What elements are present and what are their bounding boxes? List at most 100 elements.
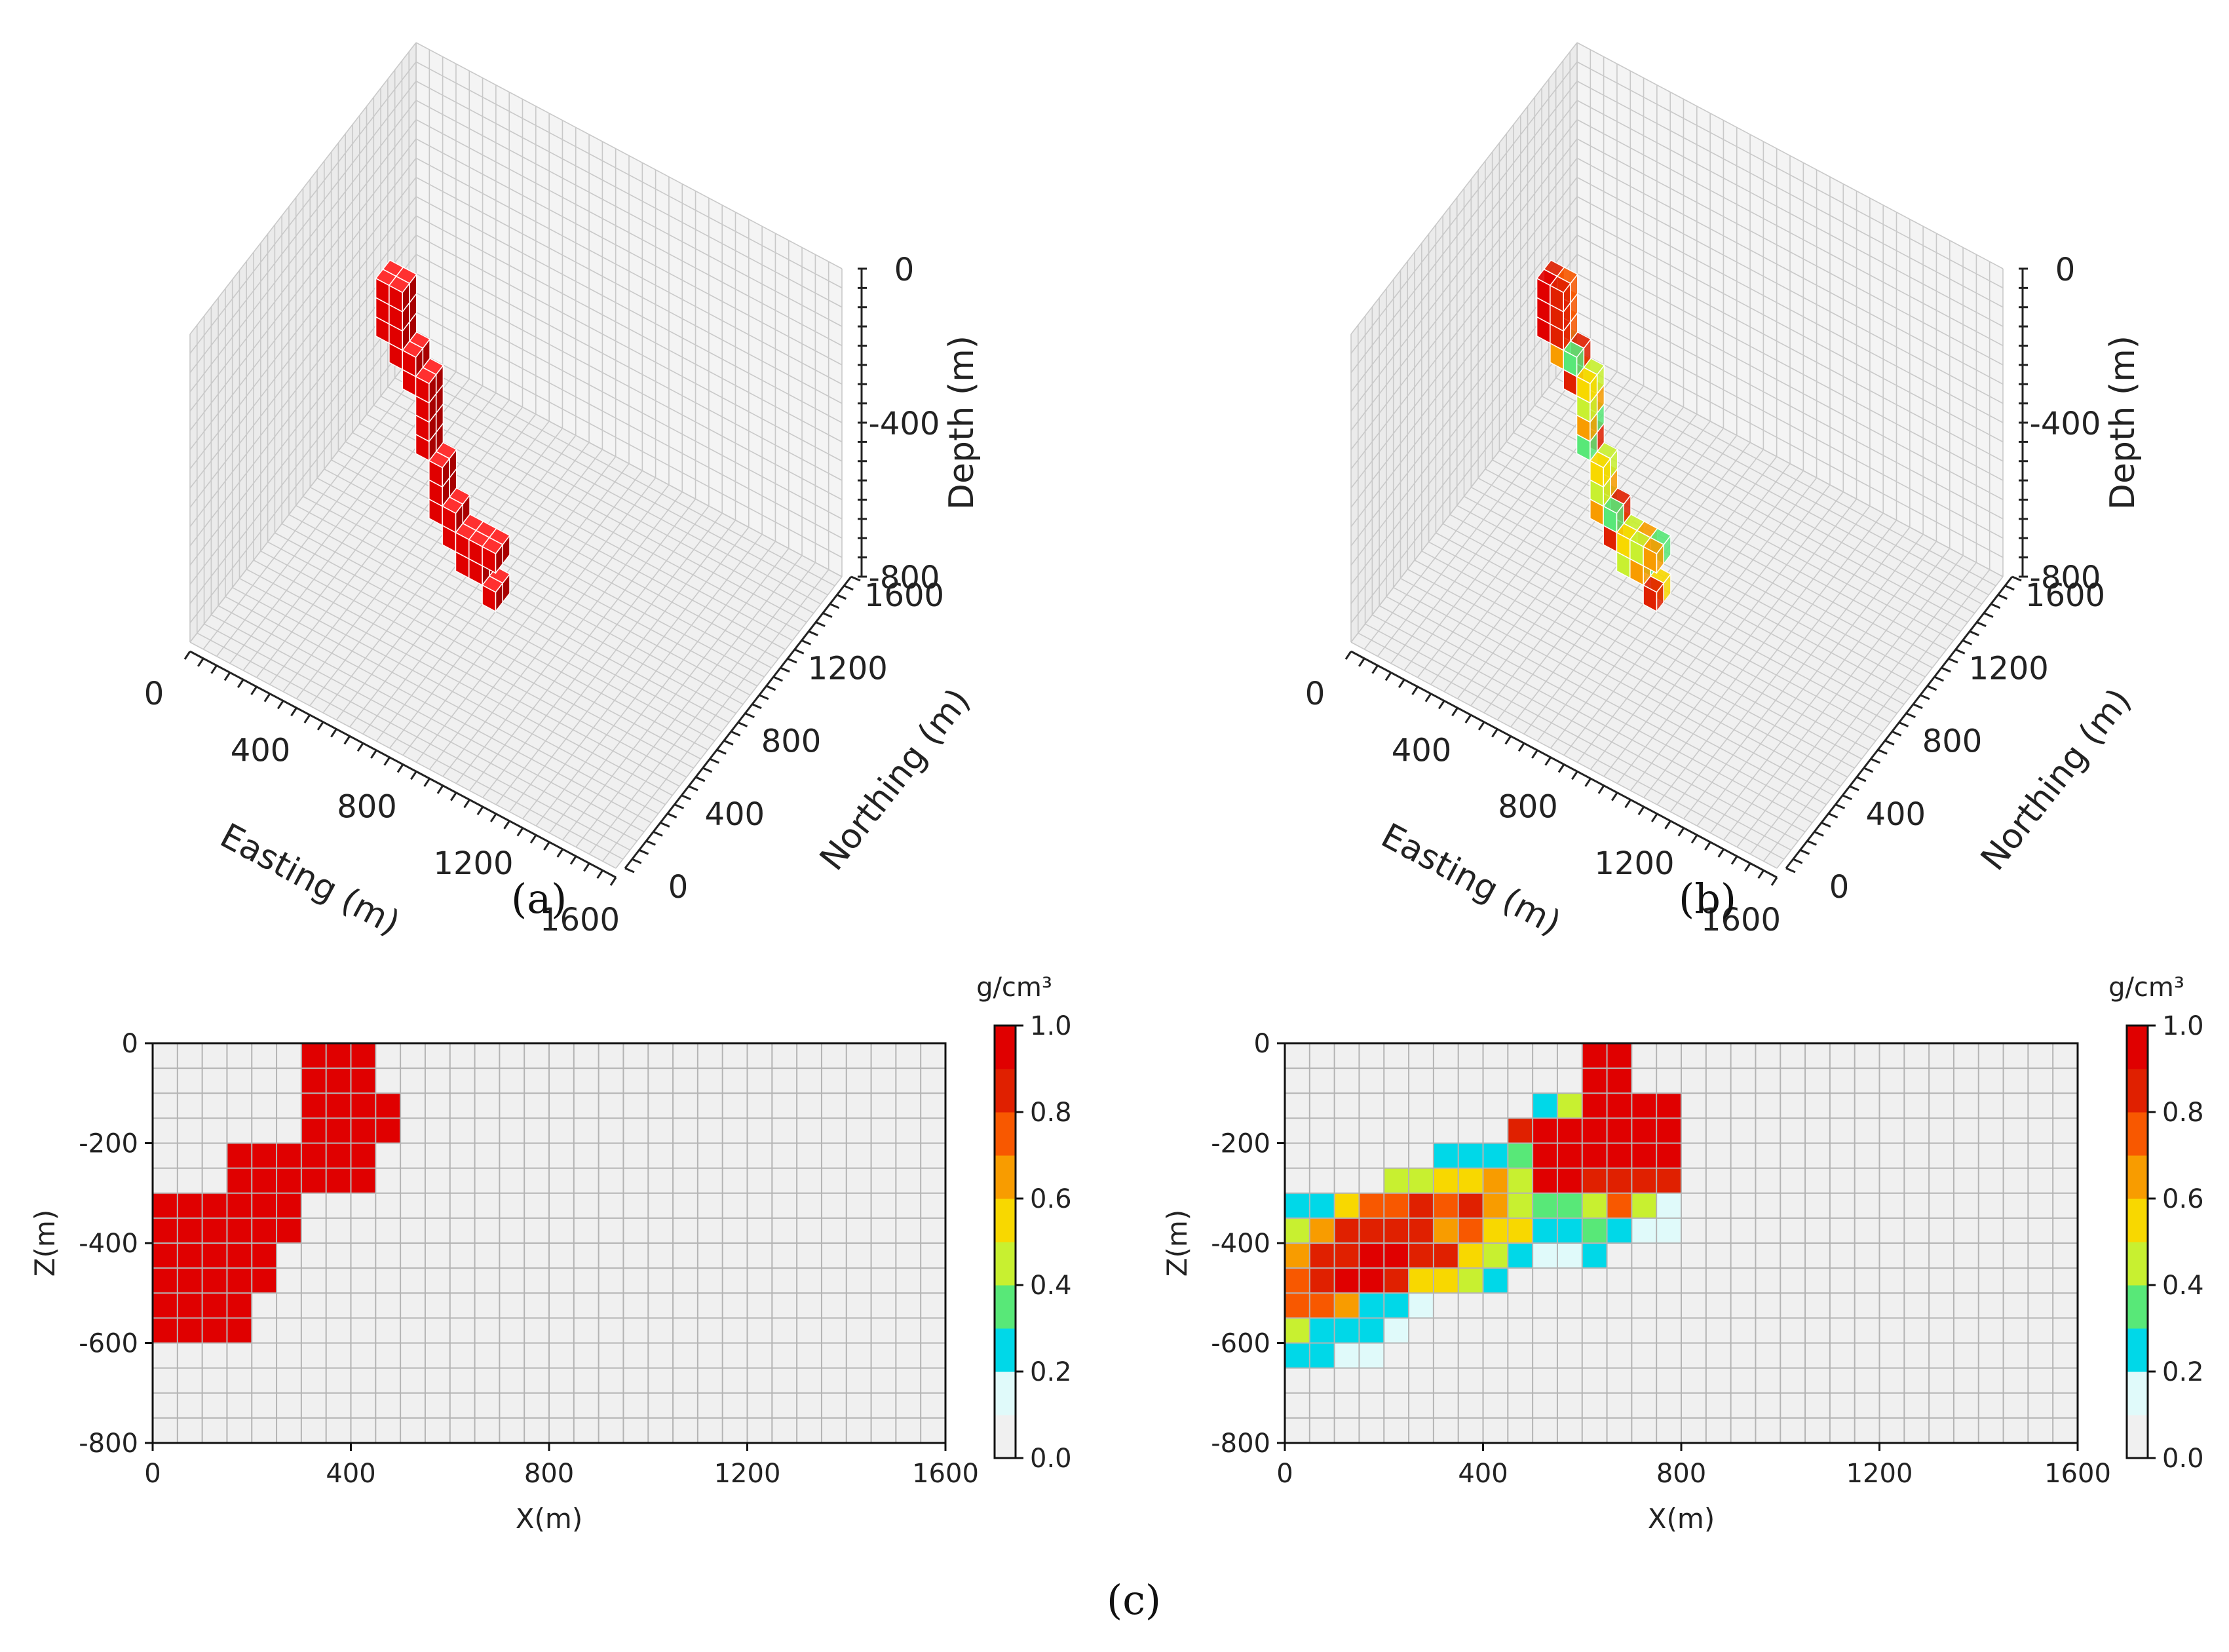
northing-tick xyxy=(1913,703,1923,710)
section-cell xyxy=(1533,1093,1557,1119)
back-grid-line xyxy=(415,196,843,423)
left-grid-line xyxy=(1350,100,1578,393)
section-cell xyxy=(1409,1218,1434,1243)
northing-tick xyxy=(667,813,677,818)
easting-tick xyxy=(1730,855,1738,865)
northing-axis-label: Northing (m) xyxy=(812,682,978,878)
voxel-face xyxy=(429,459,443,488)
section-cell xyxy=(1334,1243,1360,1269)
northing-tick xyxy=(653,830,663,837)
voxel-face xyxy=(1550,284,1564,313)
voxel-face xyxy=(389,284,403,313)
x-tick-label: 1200 xyxy=(714,1459,781,1489)
left-grid-line xyxy=(1350,311,1578,604)
colorbar-bin xyxy=(995,1199,1016,1242)
section-cell xyxy=(1483,1193,1508,1218)
floor-grid-line xyxy=(1569,359,1996,586)
section-cell xyxy=(326,1043,351,1069)
northing-tick xyxy=(688,785,698,792)
y-tick-label: -600 xyxy=(1211,1329,1270,1359)
depth-axis-label: Depth (m) xyxy=(942,336,981,510)
easting-tick xyxy=(1664,820,1671,830)
section-cell xyxy=(1359,1343,1384,1368)
section-cell xyxy=(1533,1168,1557,1193)
voxel-face xyxy=(482,545,497,574)
colorbar-bin xyxy=(995,1242,1016,1286)
section-cell xyxy=(1458,1143,1483,1168)
section-cell xyxy=(326,1168,351,1193)
back-grid-line xyxy=(415,157,843,385)
floor-grid-line xyxy=(548,541,776,834)
section-cell xyxy=(1334,1268,1360,1294)
section-cell xyxy=(1458,1268,1483,1294)
colorbar-bin xyxy=(995,1415,1016,1459)
section-cell xyxy=(351,1118,376,1143)
section-cell xyxy=(177,1318,202,1343)
section-cell xyxy=(1458,1168,1483,1193)
section-cell xyxy=(1334,1318,1360,1343)
northing-tick xyxy=(1920,694,1930,701)
colorbar-bin xyxy=(995,1155,1016,1199)
back-grid-line xyxy=(415,61,843,289)
northing-tick xyxy=(645,839,656,846)
easting-tick xyxy=(476,806,484,816)
section-cell xyxy=(326,1118,351,1143)
floor-grid-line xyxy=(442,484,670,777)
floor-grid-line xyxy=(309,486,736,714)
northing-tick xyxy=(808,630,818,636)
northing-tick xyxy=(1821,822,1831,828)
floor-grid-line xyxy=(482,505,710,798)
section-cell xyxy=(1533,1218,1557,1243)
section-cell xyxy=(1656,1093,1681,1119)
floor-grid-line xyxy=(535,533,763,826)
northing-tick xyxy=(766,685,776,691)
section-cell xyxy=(202,1243,227,1269)
easting-tick xyxy=(223,672,231,682)
back-grid-line xyxy=(1576,157,2004,385)
left-grid-line xyxy=(189,292,417,585)
colorbar-bin xyxy=(995,1372,1016,1415)
colorbar-unit-label: g/cm³ xyxy=(976,972,1052,1003)
easting-axis-label: Easting (m) xyxy=(1375,816,1567,943)
northing-tick-label: 1600 xyxy=(864,577,944,614)
section-cell xyxy=(1309,1293,1335,1318)
easting-tick xyxy=(237,679,244,688)
left-grid-line xyxy=(1350,61,1578,354)
easting-tick xyxy=(410,771,417,780)
easting-tick xyxy=(1624,799,1631,809)
easting-tick xyxy=(1504,735,1512,745)
northing-tick xyxy=(737,721,748,727)
floor-grid-line xyxy=(602,569,829,862)
floor-grid-line xyxy=(1669,520,1897,813)
panel-a-3d: 0 400 800 1200 1600 Easting (m) 0 400 800 1200 160… xyxy=(144,42,981,943)
section-cell xyxy=(1557,1218,1582,1243)
floor-grid-line xyxy=(1464,495,1890,723)
easting-axis-label: Easting (m) xyxy=(214,816,406,943)
floor-grid-line xyxy=(394,377,822,605)
northing-tick xyxy=(674,803,685,810)
section-cell xyxy=(227,1268,252,1294)
section-cell xyxy=(351,1043,376,1069)
back-grid-line xyxy=(415,350,843,577)
section-cell xyxy=(1607,1168,1632,1193)
easting-tick xyxy=(463,799,470,809)
northing-tick xyxy=(1997,594,2008,600)
easting-tick xyxy=(1571,771,1578,780)
easting-tick xyxy=(383,756,391,766)
left-grid-line xyxy=(189,177,417,470)
section-cell xyxy=(1582,1043,1607,1069)
section-cell xyxy=(1285,1243,1310,1269)
easting-tick xyxy=(516,827,524,837)
colorbar-bin xyxy=(2127,1372,2148,1415)
section-cell xyxy=(1631,1143,1657,1168)
x-tick-label: 400 xyxy=(1458,1459,1508,1489)
caption-b: (b) xyxy=(1679,875,1737,923)
section-cell xyxy=(1508,1193,1533,1218)
easting-tick xyxy=(1597,785,1605,794)
colorbar-tick-label: 0.4 xyxy=(2162,1271,2204,1301)
left-grid-line xyxy=(189,119,417,412)
floor-grid-line xyxy=(1470,486,1897,714)
colorbar-tick-label: 0.8 xyxy=(1030,1098,1072,1128)
voxel-face xyxy=(1563,349,1578,377)
northing-tick xyxy=(836,594,847,600)
